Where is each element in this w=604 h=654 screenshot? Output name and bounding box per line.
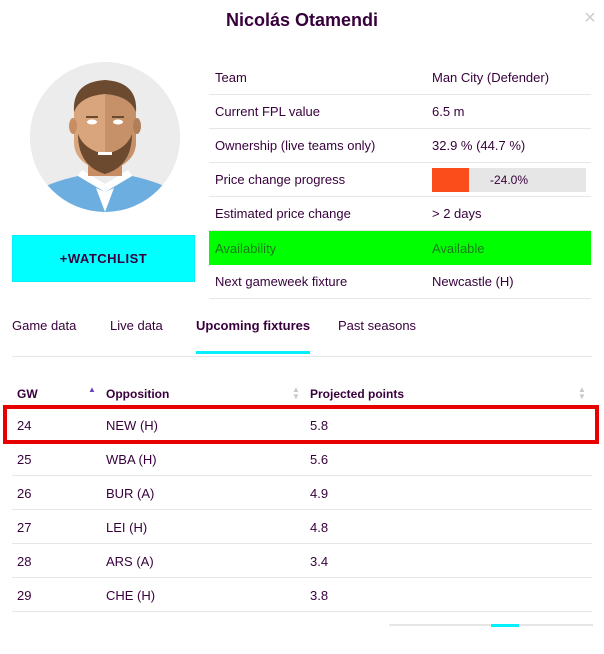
cell-opposition: NEW (H) — [106, 418, 158, 433]
table-row[interactable]: 28 ARS (A) 3.4 — [12, 544, 592, 578]
info-row-availability: Availability Available — [209, 231, 591, 265]
info-row-fpl-value: Current FPL value 6.5 m — [209, 95, 591, 129]
tab-game-data[interactable]: Game data — [12, 318, 77, 333]
table-row[interactable]: 25 WBA (H) 5.6 — [12, 442, 592, 476]
close-icon[interactable]: × — [584, 7, 596, 29]
info-value: 6.5 m — [432, 104, 465, 119]
cell-gw: 26 — [17, 486, 32, 501]
info-label: Price change progress — [215, 172, 346, 187]
tab-live-data[interactable]: Live data — [110, 318, 163, 333]
fixtures-table: GW ▲ Opposition ▲ ▼ Projected points ▲ ▼ 2… — [12, 380, 592, 612]
info-label: Estimated price change — [215, 206, 351, 221]
scroll-indicator[interactable] — [389, 624, 593, 627]
info-row-next-fixture: Next gameweek fixture Newcastle (H) — [209, 265, 591, 299]
cell-gw: 28 — [17, 554, 32, 569]
cell-opposition: LEI (H) — [106, 520, 148, 535]
player-avatar-icon — [30, 62, 180, 212]
avatar — [30, 62, 180, 212]
highlighted-row-outline — [3, 405, 599, 444]
table-header: GW ▲ Opposition ▲ ▼ Projected points ▲ ▼ — [12, 380, 592, 408]
info-value-wrap: -24.0% — [426, 167, 591, 192]
info-row-ownership: Ownership (live teams only) 32.9 % (44.7… — [209, 129, 591, 163]
info-value: Man City (Defender) — [432, 70, 550, 85]
info-label: Next gameweek fixture — [215, 274, 348, 289]
info-label: Team — [215, 70, 247, 85]
column-header-projected-points[interactable]: Projected points — [310, 387, 405, 401]
column-header-gw[interactable]: GW — [17, 387, 38, 401]
cell-gw: 24 — [17, 418, 32, 433]
table-row[interactable]: 26 BUR (A) 4.9 — [12, 476, 592, 510]
cell-projected-points: 3.4 — [310, 554, 329, 569]
info-value: 32.9 % (44.7 %) — [432, 138, 526, 153]
cell-projected-points: 4.8 — [310, 520, 329, 535]
price-progress-text: -24.0% — [490, 172, 529, 187]
cell-opposition: ARS (A) — [106, 554, 154, 569]
price-progress-bar: -24.0% — [432, 167, 586, 192]
cell-gw: 25 — [17, 452, 32, 467]
tab-upcoming-fixtures[interactable]: Upcoming fixtures — [196, 318, 311, 354]
tab-bar: Game data Live data Upcoming fixtures Pa… — [12, 310, 592, 357]
cell-opposition: WBA (H) — [106, 452, 157, 467]
table-row[interactable]: 29 CHE (H) 3.8 — [12, 578, 592, 612]
info-value: > 2 days — [432, 206, 482, 221]
info-value: Newcastle (H) — [432, 274, 514, 289]
info-row-price-progress: Price change progress -24.0% — [209, 163, 591, 197]
cell-gw: 29 — [17, 588, 32, 603]
info-label: Availability — [215, 240, 277, 256]
sort-icon[interactable]: ▲ ▼ — [578, 385, 586, 401]
availability-status: Available — [432, 240, 485, 256]
tab-past-seasons[interactable]: Past seasons — [338, 318, 417, 333]
info-row-team: Team Man City (Defender) — [209, 61, 591, 95]
player-name: Nicolás Otamendi — [225, 10, 379, 30]
cell-projected-points: 3.8 — [310, 588, 329, 603]
info-label: Ownership (live teams only) — [215, 138, 376, 153]
sort-icon[interactable]: ▲ ▼ — [292, 385, 300, 401]
scroll-thumb[interactable] — [491, 624, 519, 627]
info-row-est-price-change: Estimated price change > 2 days — [209, 197, 591, 231]
player-info-table: Team Man City (Defender) Current FPL val… — [209, 61, 591, 299]
cell-projected-points: 4.9 — [310, 486, 329, 501]
watchlist-button[interactable]: +WATCHLIST — [12, 235, 195, 282]
price-progress-fill — [432, 167, 469, 192]
column-header-opposition[interactable]: Opposition — [106, 387, 170, 401]
sort-icon[interactable]: ▲ — [88, 385, 96, 394]
table-row[interactable]: 27 LEI (H) 4.8 — [12, 510, 592, 544]
cell-gw: 27 — [17, 520, 32, 535]
cell-opposition: BUR (A) — [106, 486, 155, 501]
cell-opposition: CHE (H) — [106, 588, 156, 603]
cell-projected-points: 5.6 — [310, 452, 329, 467]
cell-projected-points: 5.8 — [310, 418, 329, 433]
info-label: Current FPL value — [215, 104, 321, 119]
